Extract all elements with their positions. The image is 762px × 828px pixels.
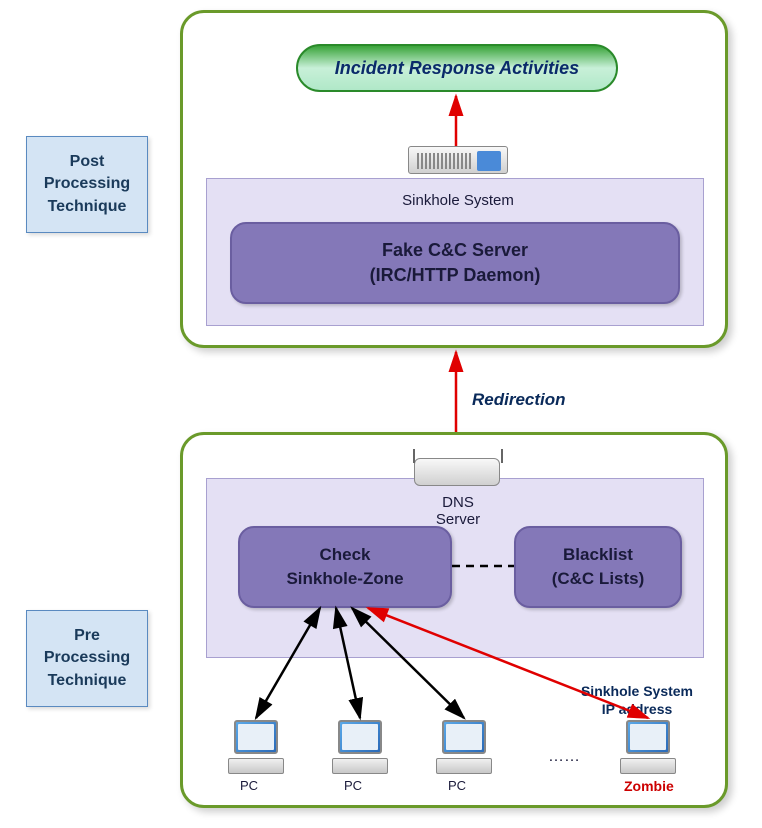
redirection-label: Redirection (472, 390, 566, 410)
zombie-label: Zombie (624, 778, 674, 794)
pc-label-1: PC (240, 778, 258, 793)
incident-response-box: Incident Response Activities (296, 44, 618, 92)
pc-icon-1 (228, 720, 284, 774)
fake-cc-box: Fake C&C Server (IRC/HTTP Daemon) (230, 222, 680, 304)
pc-label-2: PC (344, 778, 362, 793)
dns-router-icon (414, 458, 500, 486)
pc-icon-3 (436, 720, 492, 774)
post-processing-label: Post Processing Technique (26, 136, 148, 233)
pc-icon-2 (332, 720, 388, 774)
check-sinkhole-box: Check Sinkhole-Zone (238, 526, 452, 608)
pre-processing-label: Pre Processing Technique (26, 610, 148, 707)
check-text: Check Sinkhole-Zone (286, 543, 403, 591)
sinkhole-ip-label: Sinkhole System IP address (562, 664, 712, 719)
pre-label-text: Pre Processing Technique (44, 627, 130, 689)
blacklist-box: Blacklist (C&C Lists) (514, 526, 682, 608)
zombie-icon (620, 720, 676, 774)
post-label-text: Post Processing Technique (44, 153, 130, 215)
blacklist-text: Blacklist (C&C Lists) (552, 543, 645, 591)
sinkhole-system-label: Sinkhole System (398, 192, 518, 209)
fake-cc-text: Fake C&C Server (IRC/HTTP Daemon) (370, 238, 541, 288)
incident-text: Incident Response Activities (335, 58, 579, 79)
sinkhole-server-icon (408, 146, 508, 174)
pc-label-3: PC (448, 778, 466, 793)
dns-server-label: DNS Server (418, 494, 498, 528)
dots-label: …… (548, 748, 580, 766)
